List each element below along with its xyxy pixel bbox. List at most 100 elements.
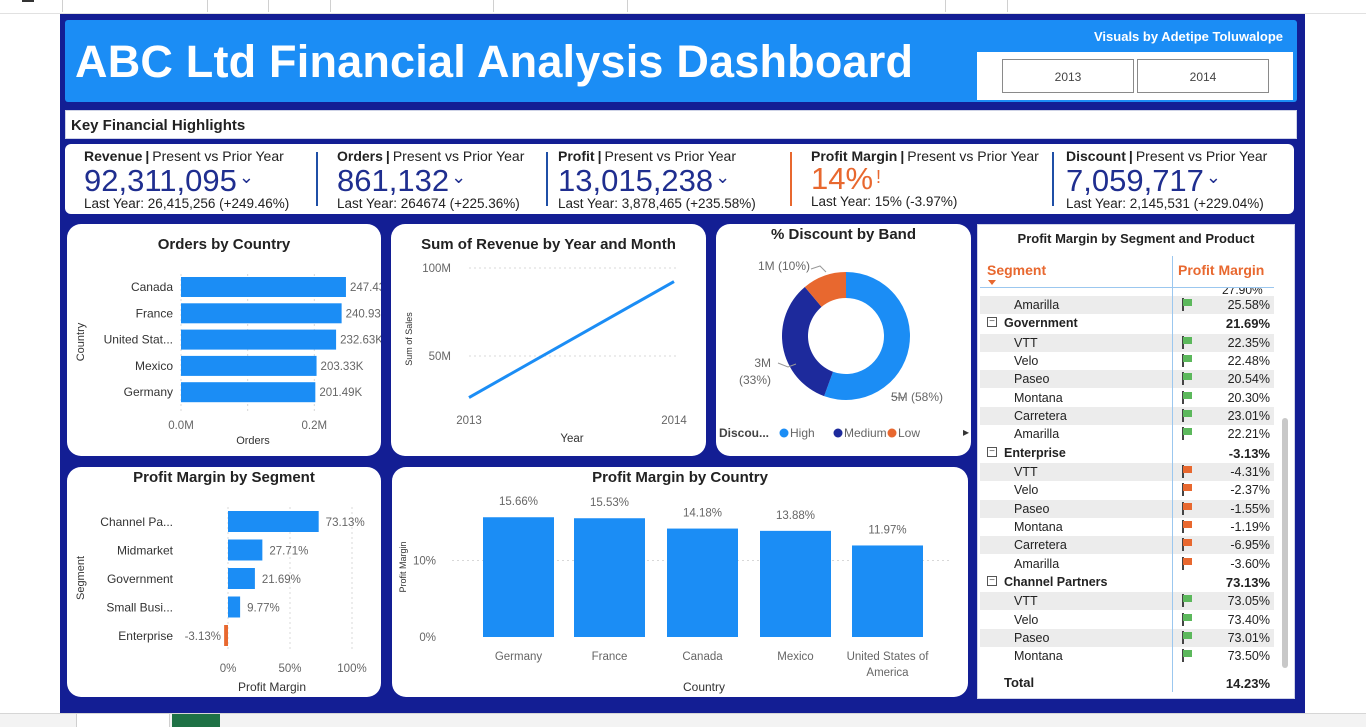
category-label: Channel Pa... [100,515,173,529]
discount-by-band-chart[interactable]: 5M (58%) 3M (33%) 1M (10%) Discou... High Medi… [716,224,971,456]
profit-margin-cell: -4.31% [1230,465,1270,480]
chevron-down-icon: ⌄ [715,167,731,187]
data-label: 240.93K [346,308,381,320]
category-label: United States of [847,651,930,663]
profit-margin-by-segment-card[interactable] [67,467,381,697]
table-row[interactable]: Velo 73.40% [980,611,1274,629]
segment-cell: Velo [1014,483,1039,498]
table-row[interactable]: Paseo 20.54% [980,370,1274,389]
table-row[interactable]: Velo -2.37% [980,481,1274,499]
category-label: France [592,651,628,663]
axis-label: Profit Margin [398,541,408,592]
legend-marker [833,428,843,438]
data-label: 27.71% [269,546,308,558]
table-group-row[interactable]: − Enterprise -3.13% [980,444,1274,462]
table-row[interactable]: Paseo 73.01% [980,629,1274,647]
collapse-icon[interactable]: − [987,575,997,586]
segment-cell: Carretera [1014,409,1067,423]
table-row[interactable]: Montana 20.30% [980,389,1274,407]
table-row[interactable]: VTT 22.35% [980,333,1274,352]
kpi-strip [65,144,1294,214]
kpi-name: Profit [558,148,595,164]
partial-row-value: 27.90% [1222,283,1263,297]
tick-label: 50M [429,351,451,363]
table-row[interactable]: Paseo -1.55% [980,499,1274,518]
toolbar-divider [268,0,269,12]
data-label: 73.13% [326,517,365,529]
category-label: Enterprise [118,629,173,643]
kpi-revenue[interactable]: Revenue | Present vs Prior Year 92,311,095… [84,148,290,211]
bar [181,382,316,403]
table-row[interactable]: Montana -1.19% [980,518,1274,536]
menu-icon[interactable] [22,0,34,3]
flag-icon [1181,372,1193,386]
column-header-segment[interactable]: Segment [987,262,1047,278]
table-row[interactable]: Montana 73.50% [980,647,1274,665]
donut-slice [804,272,846,307]
chevron-right-icon[interactable]: ▸ [963,425,970,439]
year-button-2014[interactable]: 2014 [1137,59,1269,93]
tick-label: 100M [422,263,451,275]
axis-label: Segment [75,556,87,600]
flag-icon [1181,354,1193,368]
profit-margin-cell: 73.05% [1227,594,1270,609]
data-label: 1M (10%) [758,259,810,273]
data-label: 15.66% [499,496,538,508]
tick-label: 0% [419,632,436,644]
legend-marker [779,428,789,438]
page-tab[interactable] [172,714,220,727]
sort-desc-icon[interactable] [988,280,996,285]
kpi-last-year: Last Year: 2,145,531 (+229.04%) [1066,196,1264,211]
kpi-value: 14% [811,161,874,196]
orders-by-country-chart[interactable]: Canada 247.43K France 240.93K United Stat...… [67,224,381,456]
kpi-last-year: Last Year: 15% (-3.97%) [811,194,958,209]
kpi-value: 7,059,717 [1066,163,1204,198]
table-group-row[interactable]: − Government 21.69% [980,314,1274,332]
revenue-by-year-chart[interactable]: 50M 100M 2013 2014 Year Sum of Sales [391,224,706,456]
profit-margin-cell: 22.21% [1227,427,1270,442]
donut-slice [782,286,834,397]
table-scrollbar[interactable] [1282,418,1288,668]
kpi-discount[interactable]: Discount | Present vs Prior Year 7,059,717… [1066,148,1268,211]
table-group-row[interactable]: − Channel Partners 73.13% [980,573,1274,591]
collapse-icon[interactable]: − [987,317,997,328]
data-label: 203.33K [321,361,364,373]
warning-icon: ! [876,167,882,187]
table-row[interactable]: VTT 73.05% [980,592,1274,611]
table-row[interactable]: Amarilla -3.60% [980,555,1274,573]
flag-icon [1181,594,1193,608]
kpi-subtitle: Present vs Prior Year [907,148,1039,164]
category-label: Germany [495,651,543,663]
toolbar-divider [207,0,208,12]
table-row[interactable]: VTT -4.31% [980,463,1274,482]
donut-slice [824,272,910,400]
table-row[interactable]: Carretera 23.01% [980,407,1274,425]
legend-label: Low [898,426,920,440]
kpi-orders[interactable]: Orders | Present vs Prior Year 861,132 ⌄ La… [337,148,525,211]
tick-label: 10% [413,556,436,568]
chevron-down-icon: ⌄ [451,167,467,187]
kpi-profit-margin[interactable]: Profit Margin | Present vs Prior Year 14%!… [811,148,1039,209]
table-row[interactable]: Amarilla 22.21% [980,425,1274,443]
profit-margin-by-segment-chart[interactable]: Channel Pa... 73.13% Midmarket 27.71% Govern… [67,467,381,697]
category-label: Government [107,572,174,586]
kpi-name: Profit Margin [811,148,898,164]
chevron-down-icon: ⌄ [1205,167,1222,187]
profit-margin-by-country-chart[interactable]: 0% 10% 15.66% 15.53% 14.18% 13.88% 11.97% Germa… [392,467,968,697]
table-row[interactable]: Carretera -6.95% [980,536,1274,555]
profit-margin-cell: 20.54% [1227,372,1270,387]
flag-icon [1181,612,1193,626]
discount-by-band-card[interactable] [716,224,971,456]
year-button-2013[interactable]: 2013 [1002,59,1134,93]
profit-margin-cell: 20.30% [1227,390,1270,405]
table-row[interactable]: Velo 22.48% [980,352,1274,370]
table-row[interactable]: Amarilla 25.58% [980,296,1274,314]
profit-margin-cell: 73.40% [1227,612,1270,627]
profit-margin-cell: 25.58% [1227,298,1270,312]
page-tab-active[interactable] [76,714,170,727]
category-label: Canada [131,280,173,294]
kpi-profit[interactable]: Profit | Present vs Prior Year 13,015,238 ⌄… [558,148,756,211]
revenue-by-year-card[interactable] [391,224,706,456]
collapse-icon[interactable]: − [987,446,997,457]
column-header-profit-margin[interactable]: Profit Margin [1178,262,1265,278]
